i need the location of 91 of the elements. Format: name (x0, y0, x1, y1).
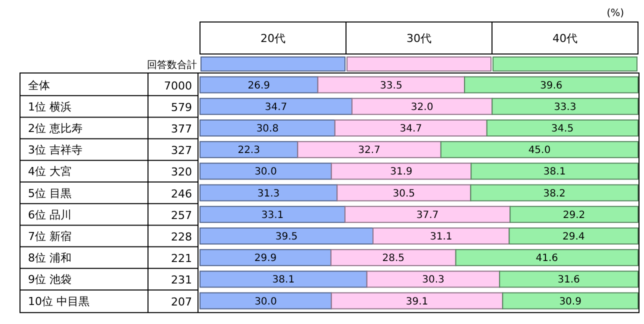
data-label: 29.2 (562, 210, 586, 221)
bar (499, 270, 638, 288)
bar (372, 228, 510, 244)
data-label: 30.0 (254, 166, 277, 178)
bar (200, 162, 332, 180)
data-label: 38.1 (272, 274, 295, 286)
y-tick-label: 6位 品川 (28, 208, 72, 222)
bar (470, 184, 638, 202)
y-tick-label: 2位 恵比寿 (28, 122, 82, 135)
bar (486, 120, 638, 136)
data-label: 30.9 (559, 296, 582, 308)
bar (330, 292, 504, 310)
bar (200, 184, 338, 202)
bar (440, 141, 638, 158)
bar (317, 76, 466, 94)
bar (502, 292, 638, 310)
data-label: 31.3 (257, 188, 280, 200)
text: 221 (171, 252, 192, 266)
data-label: 29.4 (562, 232, 585, 242)
data-label: 39.1 (406, 296, 428, 308)
data-label: 34.5 (551, 124, 574, 134)
bar (200, 292, 332, 310)
data-label: 34.7 (264, 102, 288, 113)
bar (200, 98, 352, 115)
data-label: 33.5 (380, 80, 402, 92)
y-tick-label: 9位 池袋 (28, 273, 72, 286)
data-label: 38.1 (543, 166, 566, 178)
data-label: 30.3 (422, 274, 444, 286)
data-label: 32.0 (410, 102, 434, 113)
bar (297, 141, 442, 158)
y-tick-label: 7位 新宿 (28, 230, 72, 243)
data-label: 33.3 (554, 102, 576, 113)
y-tick-label: 全体 (28, 78, 50, 92)
bar (510, 206, 638, 223)
data-label: 38.2 (543, 188, 566, 200)
y-tick-label: 1位 横浜 (28, 100, 72, 114)
data-label: 30.5 (392, 188, 416, 200)
bar (336, 184, 472, 202)
text: 回答数合計 (147, 59, 197, 71)
bar (330, 249, 456, 266)
data-label: 33.1 (261, 210, 284, 221)
bar (366, 270, 500, 288)
bar (470, 162, 638, 180)
data-label: 30.0 (254, 296, 277, 308)
data-label: 26.9 (248, 80, 270, 92)
bar (464, 76, 638, 94)
y-tick-label: 4位 大宮 (28, 165, 72, 178)
bar (344, 206, 511, 223)
data-label: 37.7 (416, 210, 439, 221)
bar (200, 206, 346, 223)
bar (351, 98, 493, 115)
y-tick-label: 3位 吉祥寺 (28, 144, 82, 157)
bar (330, 162, 472, 180)
bar (200, 120, 336, 136)
bar (334, 120, 488, 136)
data-label: 31.6 (558, 274, 580, 286)
data-label: 41.6 (536, 253, 558, 264)
bar (508, 228, 638, 244)
text: (%) (606, 8, 624, 19)
data-label: 32.7 (358, 145, 380, 156)
text: 377 (171, 122, 192, 136)
text: 327 (171, 144, 192, 158)
text: 7000 (164, 79, 192, 92)
data-label: 31.1 (430, 232, 452, 242)
data-label: 28.5 (382, 253, 405, 264)
data-label: 22.3 (238, 145, 260, 156)
bar (200, 76, 318, 94)
text: 257 (171, 208, 192, 222)
y-tick-label: 5位 目黒 (28, 186, 72, 200)
data-label: 45.0 (528, 145, 551, 156)
data-label: 30.8 (256, 124, 279, 134)
text: 246 (171, 187, 192, 200)
text: 231 (171, 274, 192, 287)
data-label: 31.9 (390, 166, 412, 178)
bar (200, 141, 298, 158)
data-label: 39.5 (275, 232, 298, 242)
text: 320 (171, 166, 192, 179)
bar (200, 228, 374, 244)
data-label: 34.7 (400, 124, 422, 134)
legend: 20代 30代 40代 (200, 22, 638, 72)
y-tick-label: 8位 浦和 (28, 252, 72, 265)
text: 207 (171, 295, 192, 308)
bar (200, 270, 368, 288)
bar (455, 249, 638, 266)
bar (492, 98, 638, 115)
y-tick-label: 10位 中目黒 (28, 294, 90, 308)
data-label: 39.6 (540, 80, 562, 92)
data-label: 29.9 (254, 253, 277, 264)
bar (200, 249, 332, 266)
text: 228 (171, 230, 192, 244)
text: 579 (171, 100, 192, 114)
